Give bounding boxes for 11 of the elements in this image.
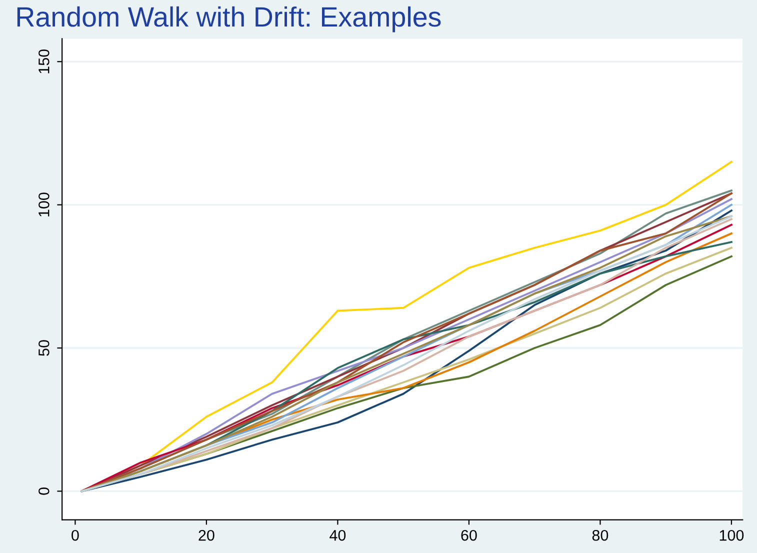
- y-tick-label: 0: [38, 488, 50, 495]
- x-tick-label: 20: [198, 530, 214, 541]
- x-tick-label: 80: [592, 530, 608, 541]
- x-tick-label: 60: [461, 530, 477, 541]
- x-tick-label: 0: [72, 530, 79, 541]
- y-tick-label: 100: [38, 192, 50, 216]
- y-tick-label: 150: [38, 49, 50, 74]
- chart-title: Random Walk with Drift: Examples: [17, 6, 441, 32]
- x-tick-label: 100: [720, 530, 744, 541]
- x-tick-label: 40: [330, 530, 346, 541]
- y-tick-label: 50: [38, 340, 50, 356]
